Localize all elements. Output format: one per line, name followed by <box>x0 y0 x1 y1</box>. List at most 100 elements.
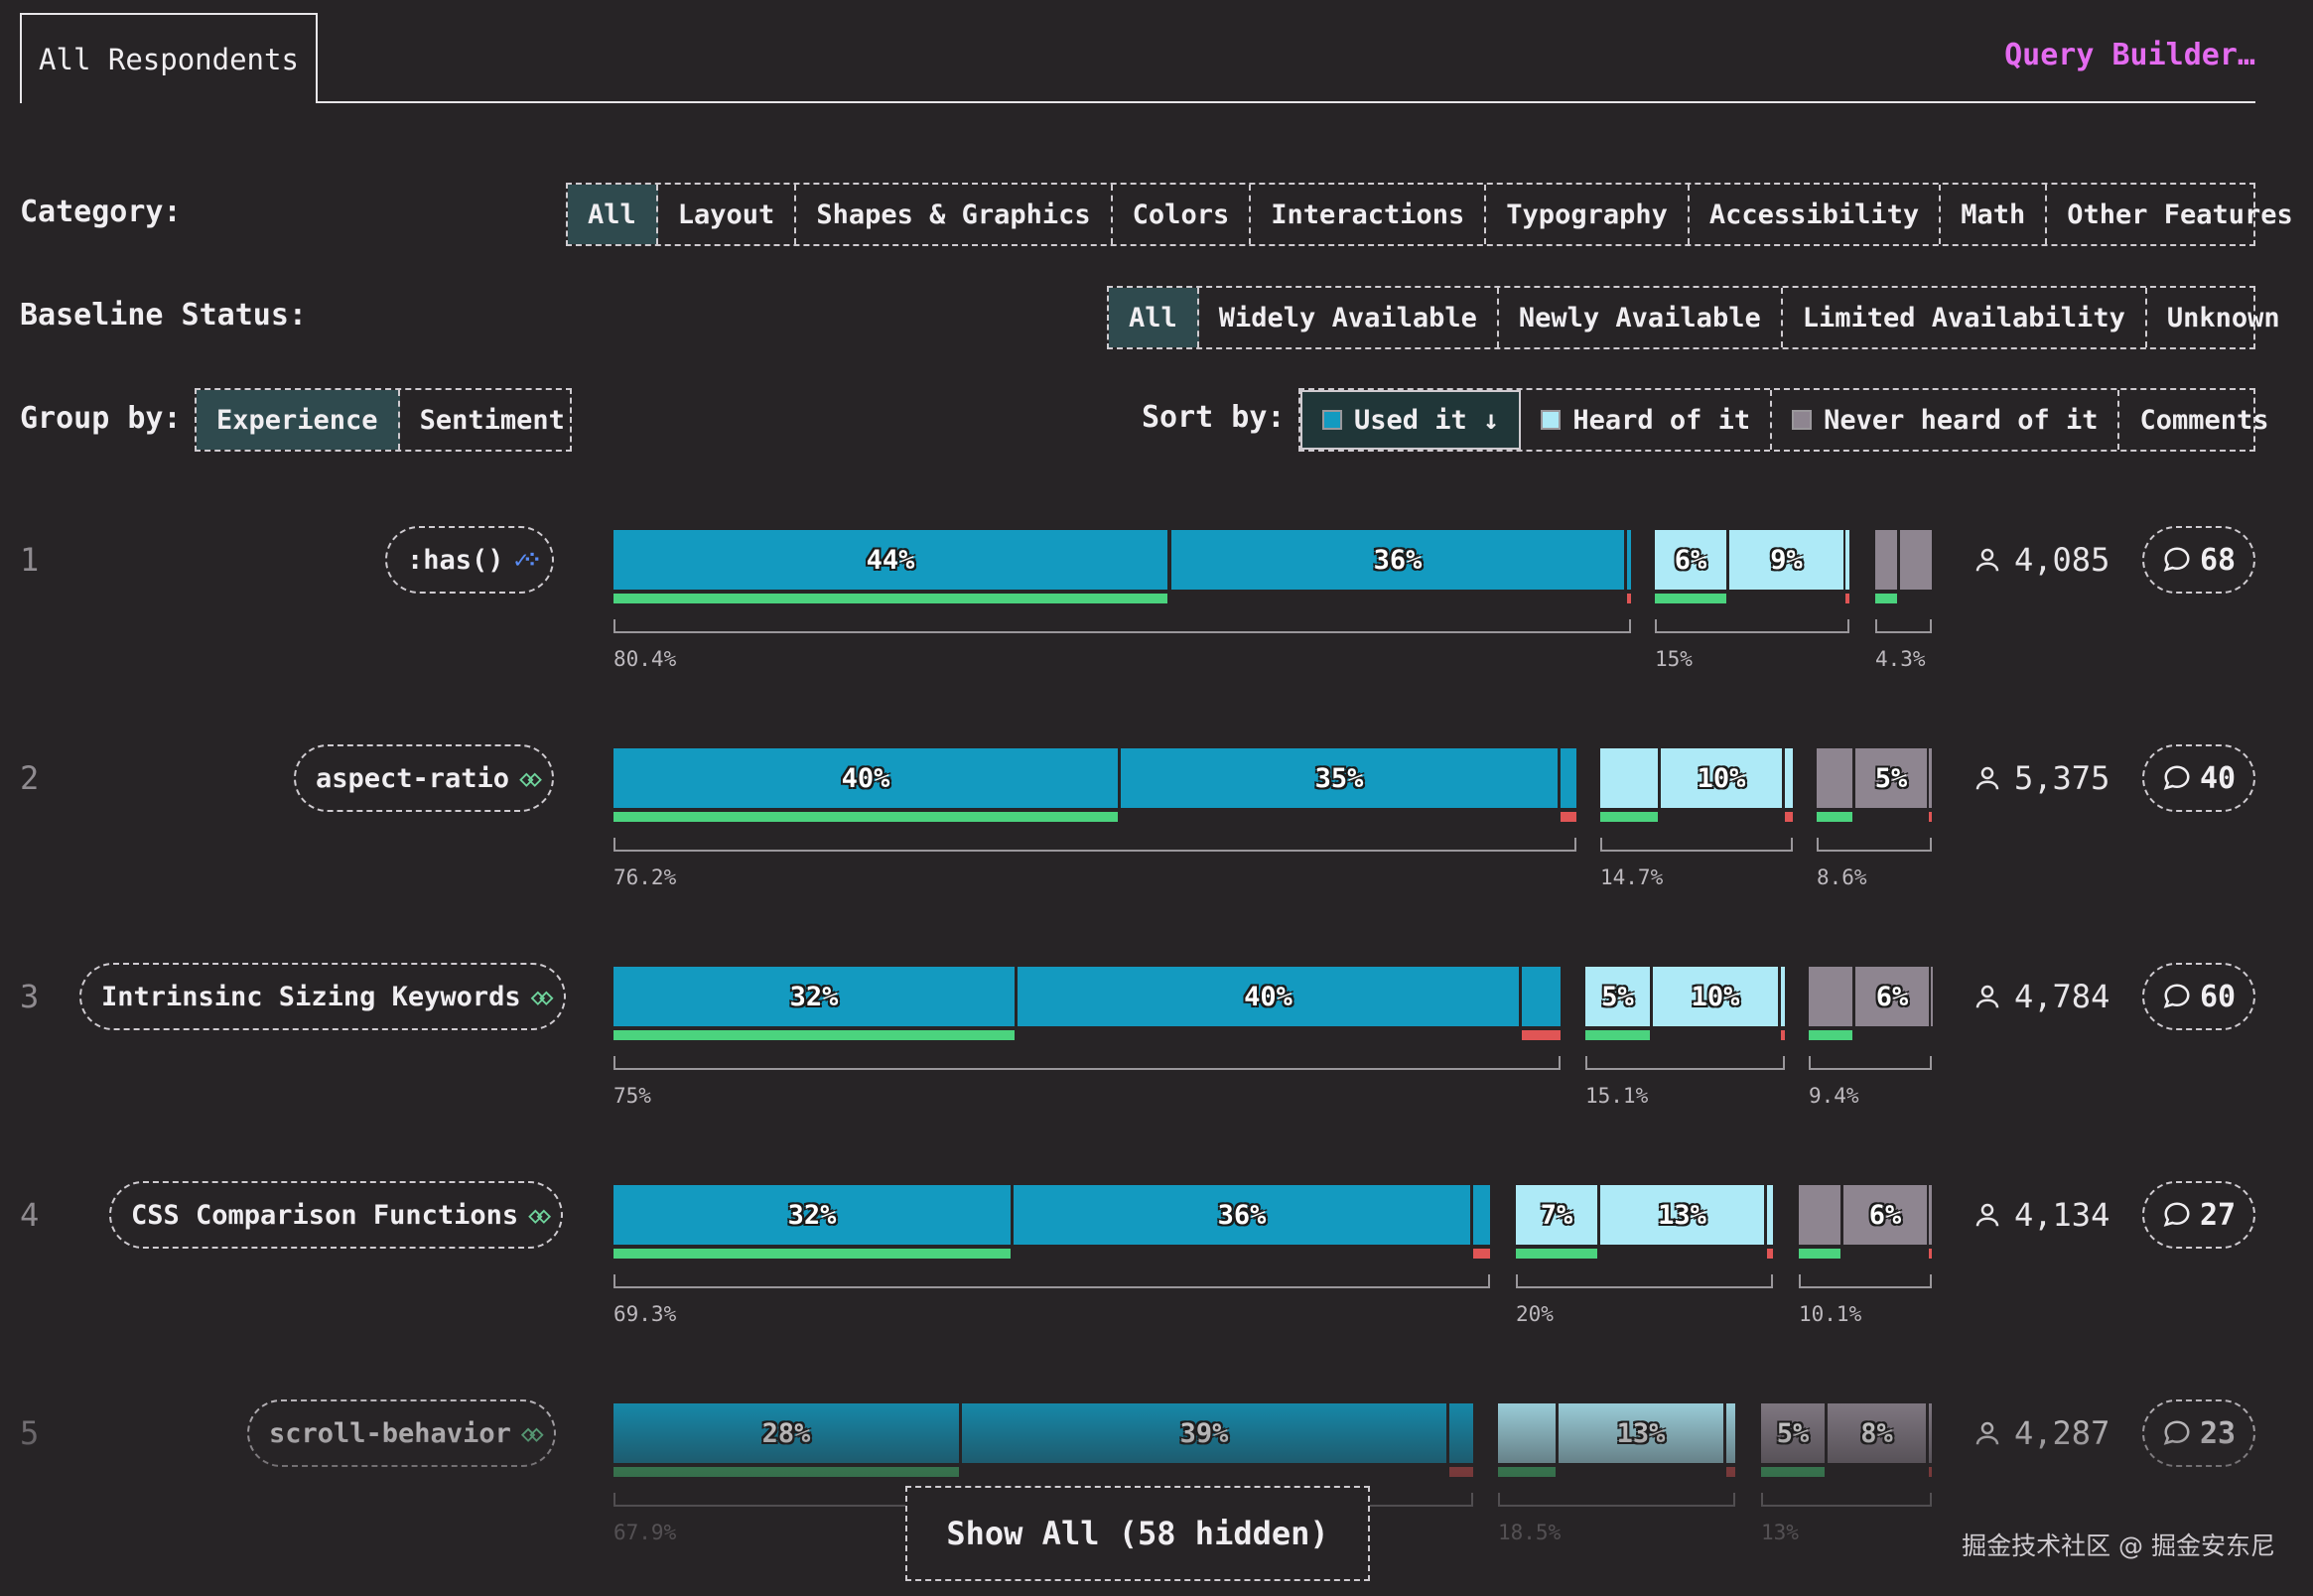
positive-bar <box>613 594 1167 603</box>
comments-button[interactable]: 27 <box>2142 1181 2255 1249</box>
sort-by-label: Sort by: <box>1142 400 1286 435</box>
category-shapes-graphics[interactable]: Shapes & Graphics <box>796 185 1113 244</box>
user-icon <box>1975 985 1999 1008</box>
used-bracket <box>613 838 1576 852</box>
never-segment: 5% <box>1761 1403 1825 1463</box>
category-layout[interactable]: Layout <box>658 185 797 244</box>
respondents-value: 5,375 <box>2014 759 2110 797</box>
never-segment <box>1929 1185 1932 1245</box>
negative-bar <box>1929 812 1932 822</box>
never-segment: 8% <box>1828 1403 1926 1463</box>
negative-bar <box>1473 1249 1490 1259</box>
baseline-newly-available[interactable]: Newly Available <box>1499 288 1783 347</box>
never-segment <box>1799 1185 1840 1245</box>
used-bracket <box>613 619 1631 633</box>
baseline-label: Baseline Status: <box>20 298 307 332</box>
used-segment: 40% <box>613 748 1118 808</box>
baseline-newly-icon: ✓⁘ <box>513 546 542 574</box>
baseline-widely-available[interactable]: Widely Available <box>1199 288 1499 347</box>
user-icon <box>1975 766 1999 790</box>
heard-segment: 9% <box>1729 530 1843 590</box>
category-interactions[interactable]: Interactions <box>1251 185 1487 244</box>
comments-count: 23 <box>2199 1415 2237 1451</box>
comment-icon <box>2163 765 2190 790</box>
tab-underline <box>20 101 2255 103</box>
used-segment <box>1522 967 1561 1026</box>
category-colors[interactable]: Colors <box>1113 185 1252 244</box>
never-segment <box>1900 530 1932 590</box>
category-other-features[interactable]: Other Features <box>2067 199 2293 230</box>
used-segment: 40% <box>1018 967 1519 1026</box>
group-by-label: Group by: <box>20 401 182 436</box>
feature-name: Intrinsinc Sizing Keywords <box>101 981 521 1012</box>
positive-bar <box>1799 1249 1840 1259</box>
positive-bar <box>613 812 1118 822</box>
never-total: 8.6% <box>1817 865 1867 889</box>
never-segment: 6% <box>1843 1185 1927 1245</box>
negative-bar <box>1781 1030 1785 1040</box>
category-accessibility[interactable]: Accessibility <box>1690 185 1942 244</box>
comments-button[interactable]: 68 <box>2142 526 2255 594</box>
heard-swatch-icon <box>1541 410 1562 430</box>
never-segment <box>1817 748 1852 808</box>
heard-total: 20% <box>1516 1302 1554 1326</box>
positive-bar <box>1585 1030 1650 1040</box>
comments-button[interactable]: 40 <box>2142 744 2255 812</box>
negative-bar <box>1561 812 1576 822</box>
feature-pill[interactable]: scroll-behavior ◇◇ <box>247 1399 556 1467</box>
never-segment <box>1929 748 1932 808</box>
sort-heard-of-it[interactable]: Heard of it <box>1521 390 1773 450</box>
baseline-all[interactable]: All <box>1109 288 1199 347</box>
feature-pill[interactable]: :has() ✓⁘ <box>385 526 555 594</box>
heard-segment: 13% <box>1559 1403 1723 1463</box>
used-total: 80.4% <box>613 647 677 671</box>
baseline-widely-icon: ◇◇ <box>530 983 554 1010</box>
group-experience[interactable]: Experience <box>197 390 400 450</box>
tab-all-respondents[interactable]: All Respondents <box>20 13 318 103</box>
sort-comments[interactable]: Comments <box>2139 404 2269 436</box>
show-all-button[interactable]: Show All (58 hidden) <box>905 1486 1370 1581</box>
never-segment <box>1809 967 1852 1026</box>
comments-button[interactable]: 60 <box>2142 963 2255 1030</box>
negative-bar <box>1522 1030 1561 1040</box>
sort-used-it[interactable]: Used it ↓ <box>1300 390 1522 450</box>
heard-bracket <box>1585 1056 1785 1070</box>
comments-button[interactable]: 23 <box>2142 1399 2255 1467</box>
never-segment <box>1875 530 1897 590</box>
used-total: 76.2% <box>613 865 677 889</box>
positive-bar <box>1875 594 1897 603</box>
positive-bar <box>1498 1467 1556 1477</box>
used-segment: 28% <box>613 1403 959 1463</box>
heard-bracket <box>1498 1493 1735 1507</box>
used-total: 75% <box>613 1084 651 1108</box>
feature-pill[interactable]: Intrinsinc Sizing Keywords ◇◇ <box>79 963 566 1030</box>
heard-segment: 10% <box>1653 967 1778 1026</box>
positive-bar <box>1600 812 1658 822</box>
comments-count: 27 <box>2199 1197 2237 1233</box>
user-icon <box>1975 548 1999 572</box>
heard-bracket <box>1600 838 1793 852</box>
row-rank: 5 <box>20 1414 40 1452</box>
sort-heard-label: Heard of it <box>1572 404 1751 436</box>
heard-segment <box>1726 1403 1735 1463</box>
baseline-limited-availability[interactable]: Limited Availability <box>1783 288 2147 347</box>
row-rank: 1 <box>20 541 40 579</box>
feature-pill[interactable]: CSS Comparison Functions ◇◇ <box>109 1181 564 1249</box>
feature-pill[interactable]: aspect-ratio ◇◇ <box>294 744 554 812</box>
group-sentiment[interactable]: Sentiment <box>419 404 565 436</box>
category-math[interactable]: Math <box>1941 185 2048 244</box>
category-typography[interactable]: Typography <box>1486 185 1690 244</box>
sort-never-label: Never heard of it <box>1824 404 2099 436</box>
never-bracket <box>1761 1493 1932 1507</box>
feature-name: scroll-behavior <box>269 1417 511 1449</box>
respondents-count: 5,375 <box>1973 759 2109 797</box>
heard-segment: 7% <box>1516 1185 1597 1245</box>
baseline-filter: All Widely Available Newly Available Lim… <box>1107 286 2280 349</box>
used-swatch-icon <box>1322 410 1342 430</box>
baseline-unknown[interactable]: Unknown <box>2166 302 2280 333</box>
category-all[interactable]: All <box>568 185 658 244</box>
sort-never-heard[interactable]: Never heard of it <box>1772 390 2120 450</box>
sort-by-toggle: Used it ↓ Heard of it Never heard of it … <box>1298 388 2269 452</box>
positive-bar <box>613 1467 959 1477</box>
query-builder-link[interactable]: Query Builder… <box>2004 38 2255 72</box>
